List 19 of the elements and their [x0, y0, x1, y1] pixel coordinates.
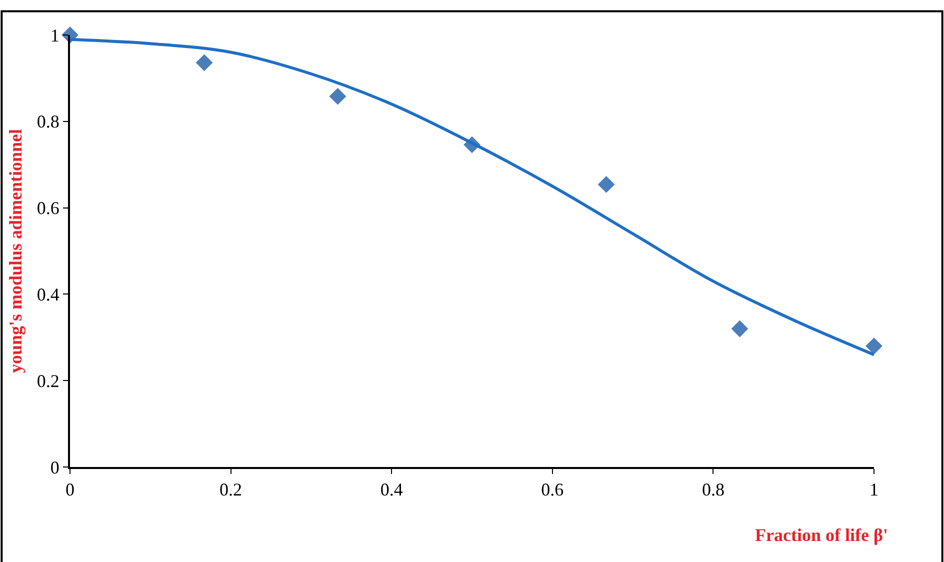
x-tick-label: 0 — [66, 480, 74, 500]
y-tick-label: 0.2 — [36, 370, 60, 391]
y-tick-label: 1 — [50, 25, 60, 46]
x-tick-label: 0.4 — [380, 480, 403, 500]
x-tick-label: 0.6 — [541, 480, 564, 500]
point — [866, 338, 882, 354]
y-tick-label: 0.6 — [36, 198, 60, 218]
x-tick-label: 1 — [870, 480, 878, 500]
y-tick-label: 0.8 — [36, 112, 60, 132]
point — [731, 320, 748, 338]
x-tick-label: 0.8 — [702, 480, 724, 500]
y-tick-label: 0 — [50, 457, 60, 478]
point — [598, 176, 615, 193]
y-tick-label: 0.4 — [36, 284, 60, 304]
point — [196, 54, 213, 72]
x-axis-title: Fraction of life β' — [755, 525, 888, 545]
y-axis-title: young's modulus adimentionnel — [6, 128, 26, 374]
x-tick-label: 0.2 — [220, 480, 242, 500]
point — [329, 88, 346, 105]
